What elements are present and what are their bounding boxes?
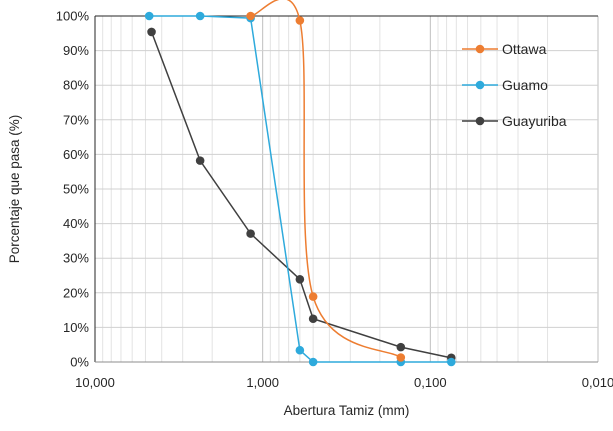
data-point-ottawa [295,16,305,25]
data-point-guayuriba [195,156,205,165]
y-tick-label: 90% [63,43,89,58]
data-point-guamo [195,11,205,21]
data-point-ottawa [396,353,406,362]
data-point-guayuriba [295,275,305,284]
tick-labels: 0% 10% 20% 30% 40% 50% 60% 70% 80% 90% 100% 10,000 1… [56,9,613,391]
legend-label-ottawa: Ottawa [502,41,547,57]
y-tick-label: 60% [63,147,89,162]
data-point-ottawa [246,11,255,21]
legend-item-ottawa: Ottawa [462,41,547,57]
y-tick-label: 70% [63,112,89,127]
data-point-guamo [295,345,305,355]
legend: Ottawa Guamo Guayuriba [462,41,567,129]
y-tick-label: 10% [63,320,89,335]
series-line-ottawa [250,0,402,359]
legend-marker-guamo [475,80,485,90]
x-tick-label: 1,000 [246,375,279,390]
gridlines [94,15,599,363]
legend-item-guamo: Guamo [462,77,548,93]
series-ottawa [246,0,406,362]
y-tick-label: 20% [63,285,89,300]
series-lines [144,0,456,367]
data-point-guayuriba [396,342,406,352]
data-point-guayuriba [246,229,255,238]
legend-marker-ottawa [475,44,485,54]
data-point-guamo [144,11,154,21]
y-tick-label: 0% [70,355,89,370]
x-tick-label: 10,000 [75,375,115,390]
series-guayuriba [147,27,456,363]
data-point-guayuriba [308,314,318,324]
x-tick-label: 0,100 [414,375,447,390]
legend-label-guamo: Guamo [502,77,548,93]
y-tick-label: 30% [63,251,89,266]
y-axis-title: Porcentaje que pasa (%) [7,115,22,264]
y-tick-label: 100% [56,9,90,24]
data-point-guamo [308,357,318,367]
legend-item-guayuriba: Guayuriba [462,113,567,129]
data-point-guayuriba [147,27,156,37]
series-line-guayuriba [150,31,452,359]
legend-label-guayuriba: Guayuriba [502,113,567,129]
y-tick-label: 80% [63,78,89,93]
x-tick-label: 0,010 [582,375,613,390]
y-tick-label: 50% [63,182,89,197]
x-axis-title: Abertura Tamiz (mm) [284,403,410,418]
y-tick-label: 40% [63,216,89,231]
legend-marker-guayuriba [475,116,485,126]
data-point-ottawa [308,292,318,301]
data-point-guamo [446,357,456,367]
